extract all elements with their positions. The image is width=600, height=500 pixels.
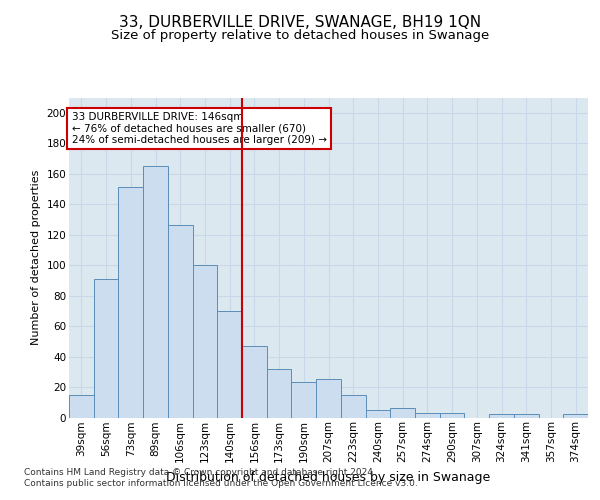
Bar (193, 265, 217, 418)
Bar (242, 346, 267, 418)
Text: Size of property relative to detached houses in Swanage: Size of property relative to detached ho… (111, 30, 489, 43)
Bar (168, 226, 193, 418)
Bar (267, 368, 292, 418)
Bar (440, 413, 464, 418)
Bar (365, 410, 390, 418)
Bar (415, 413, 440, 418)
Bar (563, 414, 588, 418)
Bar (217, 311, 242, 418)
Bar (69, 394, 94, 417)
Bar (341, 394, 365, 417)
Bar (118, 188, 143, 418)
Y-axis label: Number of detached properties: Number of detached properties (31, 170, 41, 345)
Bar (514, 414, 539, 418)
Bar (316, 380, 341, 418)
Text: Contains HM Land Registry data © Crown copyright and database right 2024.
Contai: Contains HM Land Registry data © Crown c… (24, 468, 418, 487)
X-axis label: Distribution of detached houses by size in Swanage: Distribution of detached houses by size … (166, 470, 491, 484)
Bar (489, 414, 514, 418)
Text: 33, DURBERVILLE DRIVE, SWANAGE, BH19 1QN: 33, DURBERVILLE DRIVE, SWANAGE, BH19 1QN (119, 15, 481, 30)
Text: 33 DURBERVILLE DRIVE: 146sqm
← 76% of detached houses are smaller (670)
24% of s: 33 DURBERVILLE DRIVE: 146sqm ← 76% of de… (71, 112, 326, 145)
Bar (390, 408, 415, 418)
Bar (94, 279, 118, 417)
Bar (292, 382, 316, 418)
Bar (143, 166, 168, 417)
